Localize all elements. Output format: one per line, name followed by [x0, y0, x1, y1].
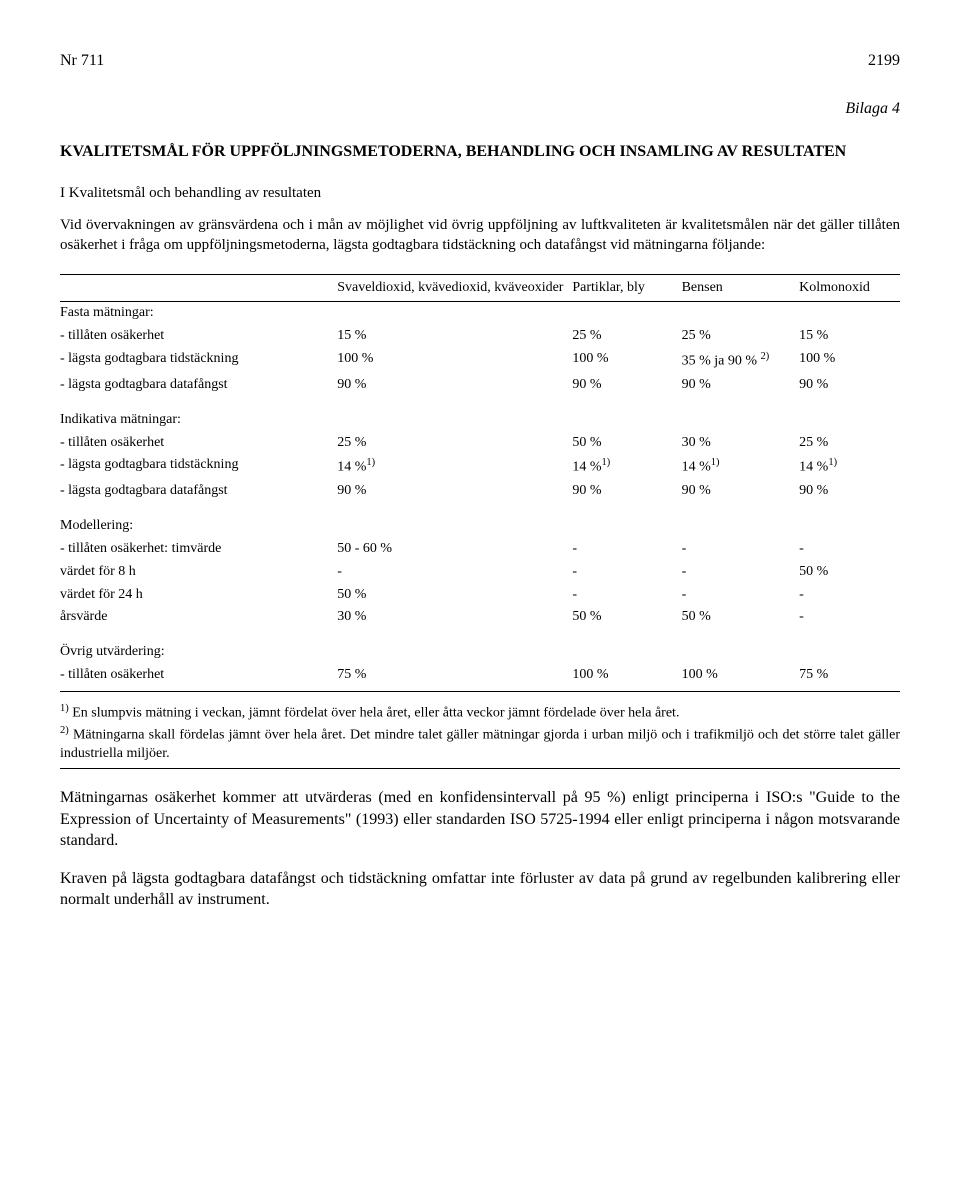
table-row: - lägsta godtagbara tidstäckning 100 % 1… — [60, 348, 900, 374]
main-heading: KVALITETSMÅL FÖR UPPFÖLJNINGSMETODERNA, … — [60, 141, 900, 163]
cell: - — [572, 584, 681, 607]
cell: 50 % — [572, 606, 681, 629]
cell: 100 % — [572, 348, 681, 374]
cell: - — [682, 561, 800, 584]
section-title: Övrig utvärdering: — [60, 629, 900, 664]
row-label: värdet för 8 h — [60, 561, 337, 584]
col-header-b: Partiklar, bly — [572, 274, 681, 302]
cell: 90 % — [682, 480, 800, 503]
section-title: Modellering: — [60, 503, 900, 538]
appendix-label: Bilaga 4 — [60, 98, 900, 120]
cell: 35 % ja 90 % 2) — [682, 348, 800, 374]
section-title-row: Fasta mätningar: — [60, 302, 900, 325]
table-row: - tillåten osäkerhet 15 % 25 % 25 % 15 % — [60, 325, 900, 348]
table-row: - lägsta godtagbara datafångst 90 % 90 %… — [60, 480, 900, 503]
cell: 100 % — [572, 664, 681, 691]
cell: - — [682, 538, 800, 561]
cell: - — [799, 584, 900, 607]
cell: 14 %1) — [337, 454, 572, 480]
quality-table: Svaveldioxid, kvävedioxid, kväveoxider P… — [60, 274, 900, 693]
col-header-c: Bensen — [682, 274, 800, 302]
footnote-2: 2) Mätningarna skall fördelas jämnt över… — [60, 724, 900, 764]
table-row: värdet för 8 h - - - 50 % — [60, 561, 900, 584]
col-header-a: Svaveldioxid, kvävedioxid, kväveoxider — [337, 274, 572, 302]
cell: 90 % — [682, 374, 800, 397]
paragraph-1: Mätningarnas osäkerhet kommer att utvärd… — [60, 787, 900, 852]
cell: - — [682, 584, 800, 607]
row-label: - tillåten osäkerhet — [60, 664, 337, 691]
section-title-row: Modellering: — [60, 503, 900, 538]
table-row: värdet för 24 h 50 % - - - — [60, 584, 900, 607]
cell: - — [572, 561, 681, 584]
cell: 50 - 60 % — [337, 538, 572, 561]
cell: 25 % — [337, 432, 572, 455]
cell: 50 % — [572, 432, 681, 455]
cell: 100 % — [682, 664, 800, 691]
row-label: - tillåten osäkerhet — [60, 432, 337, 455]
footnotes-rule — [60, 768, 900, 769]
cell: 30 % — [337, 606, 572, 629]
cell: 90 % — [799, 374, 900, 397]
cell: 14 %1) — [682, 454, 800, 480]
cell: - — [799, 538, 900, 561]
table-row: - lägsta godtagbara datafångst 90 % 90 %… — [60, 374, 900, 397]
table-row: årsvärde 30 % 50 % 50 % - — [60, 606, 900, 629]
cell: 25 % — [572, 325, 681, 348]
cell: 15 % — [337, 325, 572, 348]
paragraph-2: Kraven på lägsta godtagbara datafångst o… — [60, 868, 900, 911]
cell: - — [799, 606, 900, 629]
row-label: - lägsta godtagbara tidstäckning — [60, 454, 337, 480]
cell: 90 % — [337, 374, 572, 397]
row-label: - lägsta godtagbara tidstäckning — [60, 348, 337, 374]
cell: - — [337, 561, 572, 584]
table-row: - lägsta godtagbara tidstäckning 14 %1) … — [60, 454, 900, 480]
section-title: Fasta mätningar: — [60, 302, 900, 325]
footnote-1: 1) En slumpvis mätning i veckan, jämnt f… — [60, 702, 900, 724]
section-title-row: Indikativa mätningar: — [60, 397, 900, 432]
row-label: - lägsta godtagbara datafångst — [60, 480, 337, 503]
header-right: 2199 — [868, 50, 900, 72]
section-title: Indikativa mätningar: — [60, 397, 900, 432]
cell: 90 % — [799, 480, 900, 503]
header-left: Nr 711 — [60, 50, 104, 72]
cell: 25 % — [799, 432, 900, 455]
cell: 15 % — [799, 325, 900, 348]
cell: 50 % — [337, 584, 572, 607]
cell: 25 % — [682, 325, 800, 348]
cell: 50 % — [799, 561, 900, 584]
cell: 75 % — [799, 664, 900, 691]
sub-heading: I Kvalitetsmål och behandling av resulta… — [60, 183, 900, 203]
cell: 75 % — [337, 664, 572, 691]
cell: 90 % — [572, 374, 681, 397]
cell: 90 % — [337, 480, 572, 503]
row-label: värdet för 24 h — [60, 584, 337, 607]
row-label: - tillåten osäkerhet: timvärde — [60, 538, 337, 561]
cell: 14 %1) — [572, 454, 681, 480]
footnotes: 1) En slumpvis mätning i veckan, jämnt f… — [60, 702, 900, 764]
row-label: - tillåten osäkerhet — [60, 325, 337, 348]
cell: 30 % — [682, 432, 800, 455]
row-label: årsvärde — [60, 606, 337, 629]
table-row: - tillåten osäkerhet 25 % 50 % 30 % 25 % — [60, 432, 900, 455]
cell: 100 % — [799, 348, 900, 374]
cell: 90 % — [572, 480, 681, 503]
col-header-label — [60, 274, 337, 302]
cell: - — [572, 538, 681, 561]
col-header-d: Kolmonoxid — [799, 274, 900, 302]
page-header: Nr 711 2199 — [60, 50, 900, 72]
cell: 100 % — [337, 348, 572, 374]
table-header-row: Svaveldioxid, kvävedioxid, kväveoxider P… — [60, 274, 900, 302]
table-row: - tillåten osäkerhet 75 % 100 % 100 % 75… — [60, 664, 900, 691]
table-row: - tillåten osäkerhet: timvärde 50 - 60 %… — [60, 538, 900, 561]
cell: 50 % — [682, 606, 800, 629]
section-title-row: Övrig utvärdering: — [60, 629, 900, 664]
cell: 14 %1) — [799, 454, 900, 480]
intro-paragraph: Vid övervakningen av gränsvärdena och i … — [60, 215, 900, 256]
row-label: - lägsta godtagbara datafångst — [60, 374, 337, 397]
